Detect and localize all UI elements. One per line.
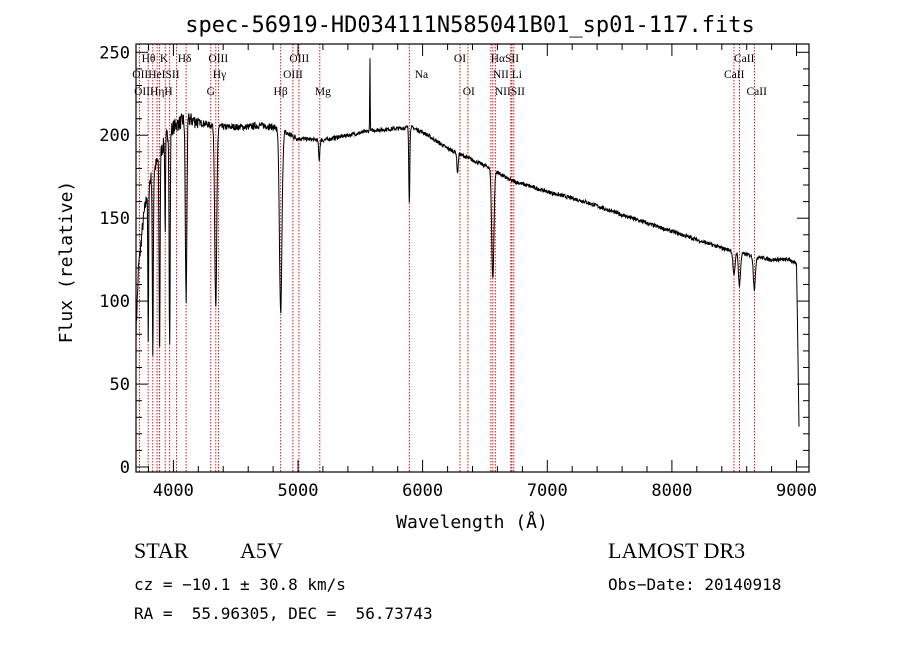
marker-label-2: K <box>160 53 169 65</box>
y-tick-label: 50 <box>110 375 130 395</box>
marker-label-1: Hδ <box>178 53 192 65</box>
spectrum-layer <box>135 58 800 427</box>
coordinates-text: RA = 55.96305, DEC = 56.73743 <box>134 604 433 623</box>
marker-label-7: CaII <box>734 53 755 65</box>
obs-date-text: Obs−Date: 20140918 <box>608 575 781 594</box>
marker-label-13: CaII <box>724 69 745 81</box>
chart-title: spec-56919-HD034111N585041B01_sp01-117.f… <box>185 13 755 38</box>
plot-frame <box>135 43 810 473</box>
marker-label-4: OIII <box>289 53 309 65</box>
object-subclass: A5V <box>240 538 283 563</box>
marker-label-17: Mg <box>315 86 331 98</box>
x-axis: 4000 5000 6000 7000 8000 9000 <box>148 44 817 501</box>
marker-label-5: OI <box>454 53 466 65</box>
y-tick-label: 200 <box>99 126 130 146</box>
x-tick-label: 7000 <box>527 481 568 501</box>
marker-label-16: Hβ <box>274 86 288 98</box>
survey-name: LAMOST DR3 <box>608 538 745 563</box>
marker-label-3: OIII <box>208 53 228 65</box>
marker-label-12: NII Li <box>493 69 522 81</box>
marker-label-15: G <box>207 86 215 98</box>
y-tick-label: 150 <box>99 209 130 229</box>
x-tick-label: 9000 <box>776 481 817 501</box>
marker-label-18: OI <box>463 86 475 98</box>
marker-label-10: OIII <box>283 69 303 81</box>
marker-label-11: Na <box>415 69 428 81</box>
x-tick-label: 8000 <box>651 481 692 501</box>
marker-label-6: HαSII <box>491 53 520 65</box>
y-tick-label: 100 <box>99 292 130 312</box>
y-axis: 0 50 100 150 200 250 <box>99 43 809 478</box>
x-axis-label: Wavelength (Å) <box>396 511 548 533</box>
y-tick-label: 0 <box>120 458 130 478</box>
x-tick-label: 4000 <box>153 481 194 501</box>
x-tick-label: 6000 <box>402 481 443 501</box>
spectrum-line <box>135 58 800 427</box>
marker-label-9: Hγ <box>213 69 226 81</box>
marker-label-14: OIIHηH <box>134 86 173 98</box>
y-axis-label: Flux (relative) <box>56 181 77 344</box>
marker-label-8: OIIHeISII <box>132 69 179 81</box>
redshift-text: cz = −10.1 ± 30.8 km/s <box>134 575 346 594</box>
line-marker-labels: Hθ Hδ K OIII OIII OI HαSII CaII OIIHeISII Hγ OIII N… <box>132 53 767 98</box>
line-markers <box>138 44 755 472</box>
marker-label-0: Hθ <box>142 53 156 65</box>
marker-label-20: CaII <box>746 86 767 98</box>
y-tick-label: 250 <box>99 43 130 63</box>
marker-label-19: NIISII <box>495 86 525 98</box>
x-tick-label: 5000 <box>278 481 319 501</box>
object-class: STAR <box>134 538 189 563</box>
